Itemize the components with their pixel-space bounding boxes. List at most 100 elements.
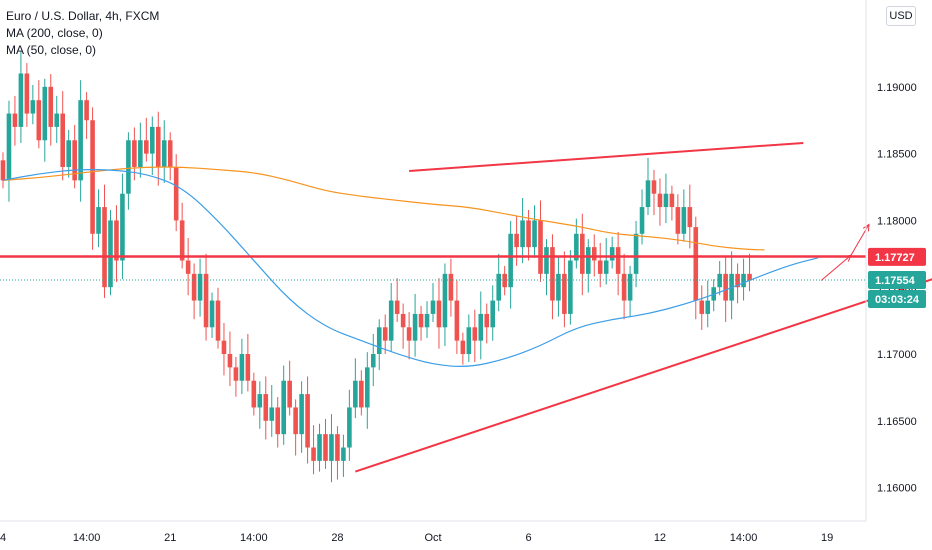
candle xyxy=(138,122,143,178)
candle xyxy=(370,333,376,387)
candle xyxy=(365,352,370,429)
candle-body xyxy=(615,247,621,274)
candle-body xyxy=(490,300,496,328)
candle xyxy=(90,107,95,250)
ma200-legend[interactable]: MA (200, close, 0) xyxy=(6,26,103,40)
ma50-line xyxy=(2,169,819,367)
candle xyxy=(66,129,71,178)
candle xyxy=(305,376,310,464)
candle-body xyxy=(693,227,699,301)
candle-body xyxy=(293,407,298,435)
candle-body xyxy=(699,300,705,314)
last-price-label-bg xyxy=(868,271,926,290)
candle-body xyxy=(484,313,490,328)
candle-body xyxy=(657,193,663,208)
candle-body xyxy=(597,260,603,274)
candle xyxy=(645,157,651,216)
candle-body xyxy=(353,380,358,408)
candle-body xyxy=(114,220,119,261)
candle xyxy=(597,242,603,288)
candle-body xyxy=(633,233,639,274)
candle xyxy=(36,80,42,149)
candle xyxy=(48,74,54,146)
candle-body xyxy=(376,327,382,355)
candle-body xyxy=(574,233,579,261)
candle-body xyxy=(102,207,107,288)
candle xyxy=(245,333,251,392)
candle-body xyxy=(311,447,316,461)
candle xyxy=(627,265,633,317)
candle xyxy=(442,263,448,346)
candle xyxy=(484,303,490,344)
candle-body xyxy=(651,180,657,194)
x-tick-label: Oct xyxy=(424,532,441,544)
moving-averages xyxy=(2,166,819,367)
candle xyxy=(382,314,388,355)
candle xyxy=(657,178,663,226)
candle-body xyxy=(669,193,675,208)
candle-body xyxy=(78,100,83,181)
candle-body xyxy=(132,140,137,167)
candle xyxy=(233,356,239,397)
candle xyxy=(161,120,167,184)
candle xyxy=(149,116,155,176)
candle xyxy=(42,78,48,162)
candle-body xyxy=(335,434,340,461)
candlesticks xyxy=(0,51,752,483)
candle-body xyxy=(681,207,687,234)
candle-body xyxy=(197,273,203,301)
candle xyxy=(568,250,573,325)
last-price-label-text: 1.17554 xyxy=(875,275,916,287)
candle xyxy=(329,414,334,483)
candle xyxy=(18,51,24,143)
candle xyxy=(460,332,466,365)
candle-body xyxy=(394,300,400,314)
time-axis[interactable]: 4 14:00 21 14:00 28 Oct 6 12 14:00 19 xyxy=(0,520,866,544)
candle xyxy=(84,92,89,139)
candle xyxy=(699,285,705,330)
candle xyxy=(185,238,191,296)
candle-body xyxy=(603,260,609,274)
resistance-price-label-text: 1.17727 xyxy=(875,252,915,264)
candle-body xyxy=(466,327,472,355)
candle xyxy=(741,258,746,301)
ma50-legend[interactable]: MA (50, close, 0) xyxy=(6,43,97,57)
candle-body xyxy=(460,340,466,355)
candle xyxy=(430,282,436,322)
candle-body xyxy=(120,193,125,261)
candle xyxy=(269,385,275,437)
candle xyxy=(24,63,30,127)
chart-legend: Euro / U.S. Dollar, 4h, FXCM MA (200, cl… xyxy=(6,8,159,59)
candle xyxy=(394,278,400,322)
candle xyxy=(556,256,561,317)
candle xyxy=(651,169,657,216)
candle-body xyxy=(556,273,561,301)
candle-body xyxy=(532,220,537,248)
candle xyxy=(179,202,185,269)
resistance-price-label: 1.17727 xyxy=(868,247,926,266)
price-labels: 1.17727 1.17554 03:03:24 xyxy=(868,247,926,309)
candle xyxy=(424,301,430,338)
candle-body xyxy=(329,434,334,461)
candle-body xyxy=(54,113,60,127)
candle xyxy=(693,216,699,320)
candle xyxy=(30,84,36,125)
candle-body xyxy=(436,300,442,328)
candle-body xyxy=(609,247,615,261)
candle xyxy=(215,287,221,349)
candle-body xyxy=(6,113,12,181)
candle xyxy=(72,125,77,189)
candle-body xyxy=(382,327,388,341)
candle xyxy=(418,305,424,341)
candle-body xyxy=(72,140,77,181)
candle-body xyxy=(281,380,286,435)
candle-body xyxy=(526,220,531,248)
candle xyxy=(723,256,728,322)
symbol-title[interactable]: Euro / U.S. Dollar, 4h, FXCM xyxy=(6,9,160,23)
y-tick-label: 1.16500 xyxy=(877,416,917,428)
candle-body xyxy=(562,273,567,314)
currency-button[interactable]: USD xyxy=(886,6,916,26)
lower-trendline xyxy=(355,278,932,473)
candle xyxy=(227,331,233,387)
